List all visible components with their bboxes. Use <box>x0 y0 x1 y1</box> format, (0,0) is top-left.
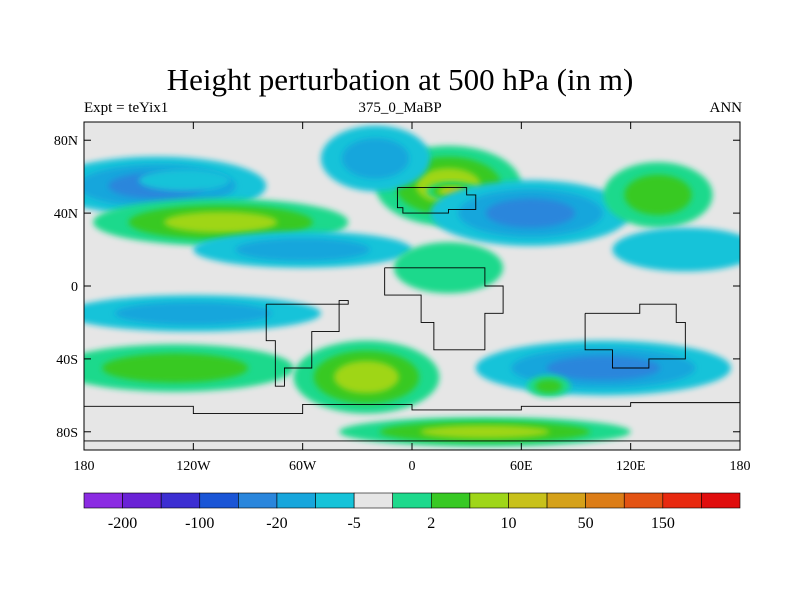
x-tick-label: 60E <box>510 459 533 474</box>
contour-blob-11-level-2 <box>535 379 563 393</box>
colorbar-swatch-15 <box>662 492 702 509</box>
contour-blob-7-level-3 <box>485 198 575 228</box>
contour-blob-2-level-3 <box>163 211 278 233</box>
experiment-label: Expt = teYix1 <box>84 100 169 116</box>
colorbar-swatch-2 <box>160 492 201 509</box>
y-tick-label: 80S <box>56 426 78 441</box>
land-outline-3 <box>584 303 686 369</box>
colorbar-label: -20 <box>266 515 287 532</box>
colorbar-swatch-10 <box>469 492 509 509</box>
colorbar-swatch-5 <box>276 492 316 509</box>
x-tick-label: 180 <box>730 459 751 474</box>
colorbar-label: 10 <box>500 515 516 532</box>
colorbar-swatch-12 <box>546 492 586 509</box>
contour-blob-14-level-3 <box>420 425 550 439</box>
contour-blob-10-level-3 <box>546 355 661 381</box>
colorbar-swatch-0 <box>83 492 123 509</box>
x-tick-label: 0 <box>409 459 416 474</box>
colorbar-swatch-14 <box>623 492 664 509</box>
chart-title: Height perturbation at 500 hPa (in m) <box>166 62 634 97</box>
colorbar-swatch-8 <box>392 492 432 509</box>
contour-blob-1-level-1 <box>138 169 230 192</box>
contour-blob-8-level-2 <box>624 174 692 216</box>
contour-blob-15-level-2 <box>114 302 272 325</box>
contour-blob-3-level-2 <box>235 238 370 261</box>
y-tick-label: 40N <box>54 207 78 222</box>
colorbar: -200 -100 -20 -5 2 10 50 150 <box>83 492 741 532</box>
colorbar-swatch-11 <box>508 492 548 509</box>
colorbar-label: -100 <box>185 515 214 532</box>
colorbar-swatch-3 <box>199 492 239 509</box>
time-label: 375_0_MaBP <box>358 100 442 116</box>
land-outlines <box>84 187 740 442</box>
colorbar-swatch-9 <box>430 492 471 509</box>
land-outline-1 <box>384 267 504 351</box>
y-tick-label: 80N <box>54 134 78 149</box>
colorbar-swatch-6 <box>315 492 355 509</box>
colorbar-swatch-1 <box>122 492 162 509</box>
contour-blob-13-level-3 <box>334 360 399 394</box>
colorbar-swatch-4 <box>238 492 278 509</box>
land-outline-2 <box>265 300 349 387</box>
colorbar-swatch-16 <box>701 492 741 509</box>
y-tick-label: 0 <box>71 280 78 295</box>
contour-field <box>84 125 740 447</box>
contour-blob-6-level-2 <box>341 138 410 179</box>
colorbar-label: -200 <box>108 515 137 532</box>
x-tick-label: 180 <box>74 459 95 474</box>
colorbar-label: -5 <box>347 515 360 532</box>
land-outline-4 <box>84 402 740 442</box>
colorbar-label: 2 <box>427 515 435 532</box>
colorbar-swatch-13 <box>585 492 625 509</box>
x-tick-label: 120W <box>176 459 211 474</box>
axis-ticks: 180 120W 60W 0 60E 120E 180 80N 40N 0 40S 80S <box>54 122 751 474</box>
land-outline-0 <box>396 187 477 214</box>
season-label: ANN <box>709 100 743 116</box>
contour-blob-9-level-1 <box>612 227 740 272</box>
colorbar-swatch-7 <box>353 492 394 509</box>
y-tick-label: 40S <box>56 353 78 368</box>
x-tick-label: 60W <box>289 459 317 474</box>
x-tick-label: 120E <box>616 459 646 474</box>
contour-blob-12-level-2 <box>102 353 248 383</box>
colorbar-label: 150 <box>651 515 675 532</box>
colorbar-label: 50 <box>578 515 594 532</box>
